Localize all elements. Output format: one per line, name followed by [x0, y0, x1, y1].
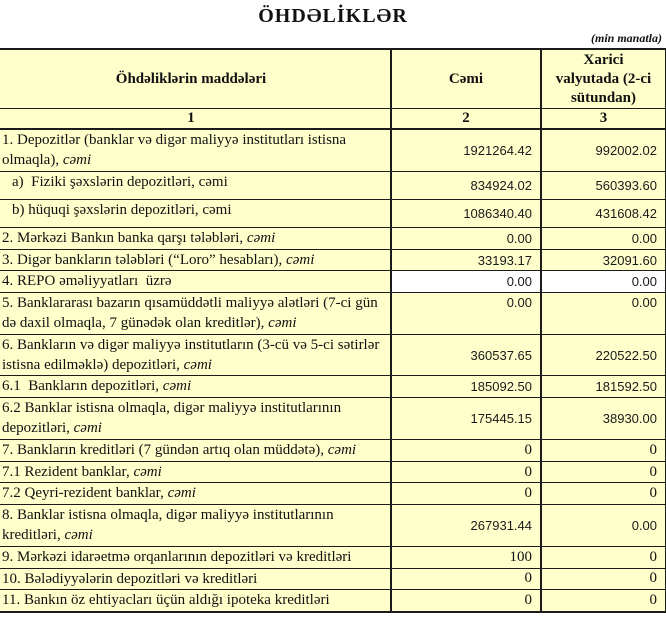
row-label: 4. REPO əməliyyatları üzrə: [0, 270, 392, 294]
cell-foreign: 0.00: [540, 504, 666, 547]
table-row-mortgage-credits: 11. Bankın öz ehtiyacları üçün aldığı ip…: [0, 589, 666, 613]
cell-foreign: 0: [540, 545, 666, 569]
header-foreign-currency: Xarici valyutada (2-ci sütundan): [540, 48, 666, 110]
cell-total: 33193.17: [390, 248, 542, 272]
liabilities-table: Öhdəliklərin maddələri Cəmi Xarici valyu…: [0, 48, 666, 614]
cell-foreign: 0: [540, 567, 666, 591]
row-label: 3. Digər bankların tələbləri (“Loro” hes…: [0, 248, 392, 272]
cell-total: 185092.50: [390, 375, 542, 399]
row-label: 7. Bankların kreditləri (7 gündən artıq …: [0, 438, 392, 462]
row-label: 5. Banklararası bazarın qısamüddətli mal…: [0, 292, 392, 335]
page-title: ÖHDƏLİKLƏR: [258, 5, 408, 27]
cell-total: 1921264.42: [390, 128, 542, 172]
cell-foreign: 431608.42: [540, 198, 666, 228]
unit-note: (min manatla): [590, 31, 662, 45]
cell-total: 0: [390, 482, 542, 506]
cell-foreign: 0: [540, 438, 666, 462]
row-label: 6.1 Bankların depozitləri, cəmi: [0, 375, 392, 399]
header-items: Öhdəliklərin maddələri: [0, 48, 392, 110]
cell-total: 0.00: [390, 226, 542, 250]
row-label: b) hüquqi şəxslərin depozitləri, cəmi: [0, 198, 392, 228]
row-label: 10. Bələdiyyələrin depozitləri və kredit…: [0, 567, 392, 591]
table-row-banks-fi-deposits: 6. Bankların və digər maliyyə institutla…: [0, 333, 666, 377]
cell-total: 360537.65: [390, 333, 542, 377]
row-label: 7.1 Rezident banklar, cəmi: [0, 460, 392, 484]
cell-total: 834924.02: [390, 170, 542, 200]
row-label: a) Fiziki şəxslərin depozitləri, cəmi: [0, 170, 392, 200]
table-row-resident-banks: 7.1 Rezident banklar, cəmi 0 0: [0, 460, 666, 484]
cell-foreign: 992002.02: [540, 128, 666, 172]
table-row-other-fi-deposits: 6.2 Banklar istisna olmaqla, digər maliy…: [0, 397, 666, 440]
row-label: 1. Depozitlər (banklar və digər maliyyə …: [0, 128, 392, 172]
cell-foreign: 0: [540, 589, 666, 613]
cell-total: 100: [390, 545, 542, 569]
cell-total: 0.00: [390, 292, 542, 335]
table-row-legal-entity-deposits: b) hüquqi şəxslərin depozitləri, cəmi 10…: [0, 198, 666, 228]
table-row-individual-deposits: a) Fiziki şəxslərin depozitləri, cəmi 83…: [0, 170, 666, 200]
cell-foreign: 560393.60: [540, 170, 666, 200]
row-label: 8. Banklar istisna olmaqla, digər maliyy…: [0, 504, 392, 547]
cell-total: 267931.44: [390, 504, 542, 547]
table-row-central-government: 9. Mərkəzi idarəetmə orqanlarının depozi…: [0, 545, 666, 569]
cell-total: 0: [390, 589, 542, 613]
header-total: Cəmi: [390, 48, 542, 110]
cell-foreign: 0.00: [540, 270, 666, 294]
cell-foreign: 0: [540, 460, 666, 484]
table-row-interbank-short-term: 5. Banklararası bazarın qısamüddətli mal…: [0, 292, 666, 335]
row-label: 7.2 Qeyri-rezident banklar, cəmi: [0, 482, 392, 506]
table-row-deposits: 1. Depozitlər (banklar və digər maliyyə …: [0, 128, 666, 172]
header-row: Öhdəliklərin maddələri Cəmi Xarici valyu…: [0, 48, 666, 110]
cell-total: 1086340.40: [390, 198, 542, 228]
column-number-3: 3: [540, 108, 666, 131]
cell-total: 0: [390, 438, 542, 462]
row-label: 2. Mərkəzi Bankın banka qarşı tələbləri,…: [0, 226, 392, 250]
table-row-municipalities: 10. Bələdiyyələrin depozitləri və kredit…: [0, 567, 666, 591]
table-row-nonresident-banks: 7.2 Qeyri-rezident banklar, cəmi 0 0: [0, 482, 666, 506]
cell-total: 0.00: [390, 270, 542, 294]
row-label: 11. Bankın öz ehtiyacları üçün aldığı ip…: [0, 589, 392, 613]
table-row-bank-deposits: 6.1 Bankların depozitləri, cəmi 185092.5…: [0, 375, 666, 399]
cell-foreign: 32091.60: [540, 248, 666, 272]
cell-foreign: 0: [540, 482, 666, 506]
column-number-1: 1: [0, 108, 392, 131]
cell-total: 175445.15: [390, 397, 542, 440]
column-number-2: 2: [390, 108, 542, 131]
cell-total: 0: [390, 567, 542, 591]
table-row-other-fi-credits: 8. Banklar istisna olmaqla, digər maliyy…: [0, 504, 666, 547]
cell-foreign: 0.00: [540, 292, 666, 335]
table-row-loro-accounts: 3. Digər bankların tələbləri (“Loro” hes…: [0, 248, 666, 272]
cell-foreign: 0.00: [540, 226, 666, 250]
column-number-row: 1 2 3: [0, 108, 666, 131]
cell-foreign: 220522.50: [540, 333, 666, 377]
cell-total: 0: [390, 460, 542, 484]
cell-foreign: 38930.00: [540, 397, 666, 440]
cell-foreign: 181592.50: [540, 375, 666, 399]
row-label: 6. Bankların və digər maliyyə institutla…: [0, 333, 392, 377]
row-label: 9. Mərkəzi idarəetmə orqanlarının depozi…: [0, 545, 392, 569]
table-row-bank-credits: 7. Bankların kreditləri (7 gündən artıq …: [0, 438, 666, 462]
table-row-repo: 4. REPO əməliyyatları üzrə 0.00 0.00: [0, 270, 666, 294]
table-row-central-bank-claims: 2. Mərkəzi Bankın banka qarşı tələbləri,…: [0, 226, 666, 250]
row-label: 6.2 Banklar istisna olmaqla, digər maliy…: [0, 397, 392, 440]
